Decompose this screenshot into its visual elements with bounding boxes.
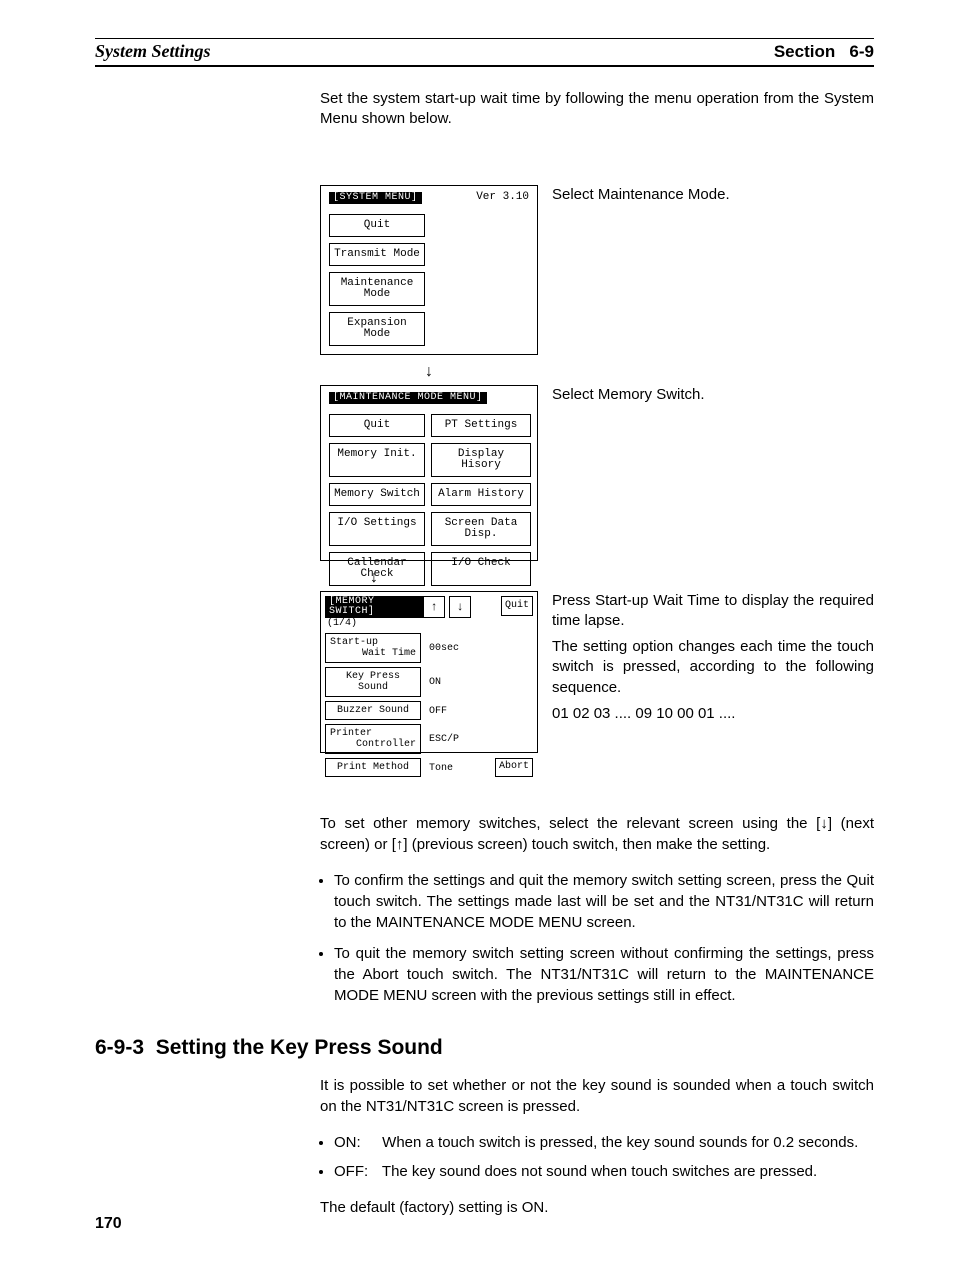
expansion-mode-button[interactable]: Expansion Mode: [329, 312, 425, 346]
on-item: ON: When a touch switch is pressed, the …: [334, 1132, 874, 1153]
print-method-button[interactable]: Print Method: [325, 758, 421, 777]
maintenance-menu-title: [MAINTENANCE MODE MENU]: [329, 392, 487, 404]
mm-pt-settings-button[interactable]: PT Settings: [431, 414, 531, 437]
flow-arrow-1: ↓: [320, 363, 538, 381]
intro-paragraph: Set the system start-up wait time by fol…: [320, 89, 874, 130]
maintenance-menu-panel: [MAINTENANCE MODE MENU] Quit PT Settings…: [320, 385, 538, 561]
mem-switch-nav-note: To set other memory switches, select the…: [320, 813, 874, 855]
buzzer-sound-button[interactable]: Buzzer Sound: [325, 701, 421, 720]
desc-c-p3: 01 02 03 .... 09 10 00 01 ....: [552, 704, 874, 724]
off-item: OFF: The key sound does not sound when t…: [334, 1161, 874, 1182]
desc-a: Select Maintenance Mode.: [552, 186, 730, 203]
startup-wait-time-value: 00sec: [421, 641, 459, 654]
transmit-mode-button[interactable]: Transmit Mode: [329, 243, 425, 266]
mm-quit-button[interactable]: Quit: [329, 414, 425, 437]
print-method-value: Tone: [421, 761, 453, 774]
buzzer-sound-value: OFF: [421, 704, 447, 717]
memory-switch-title: [MEMORY SWITCH]: [325, 596, 423, 618]
system-menu-title: [SYSTEM MENU]: [329, 192, 422, 204]
header-left: System Settings: [95, 41, 211, 62]
mm-alarm-history-button[interactable]: Alarm History: [431, 483, 531, 506]
system-menu-version: Ver 3.10: [476, 192, 529, 203]
abort-note: To quit the memory switch setting screen…: [334, 943, 874, 1006]
mm-screen-data-disp-button[interactable]: Screen Data Disp.: [431, 512, 531, 546]
ms-quit-button[interactable]: Quit: [501, 596, 533, 616]
sec-p1: It is possible to set whether or not the…: [320, 1075, 874, 1117]
page-down-button[interactable]: ↓: [449, 596, 471, 618]
confirm-note: To confirm the settings and quit the mem…: [334, 870, 874, 933]
startup-wait-time-button[interactable]: Start-upWait Time: [325, 633, 421, 663]
sec-p2: The default (factory) setting is ON.: [320, 1197, 874, 1218]
mm-io-settings-button[interactable]: I/O Settings: [329, 512, 425, 546]
mm-calendar-check-button[interactable]: Callendar Check: [329, 552, 425, 586]
section-heading: 6-9-3 Setting the Key Press Sound: [95, 1036, 874, 1060]
quit-button[interactable]: Quit: [329, 214, 425, 237]
memory-switch-panel: [MEMORY SWITCH] (1/4) ↑ ↓ Quit Start-upW…: [320, 591, 538, 753]
printer-controller-value: ESC/P: [421, 732, 459, 745]
desc-c-p1: Press Start-up Wait Time to display the …: [552, 591, 874, 632]
mm-memory-switch-button[interactable]: Memory Switch: [329, 483, 425, 506]
memory-switch-pager: (1/4): [325, 618, 357, 629]
ms-abort-button[interactable]: Abort: [495, 758, 533, 777]
header-right: Section 6-9: [774, 42, 874, 62]
mm-io-check-button[interactable]: I/O Check: [431, 552, 531, 586]
desc-c-p2: The setting option changes each time the…: [552, 637, 874, 698]
mm-display-history-button[interactable]: Display Hisory: [431, 443, 531, 477]
page-up-button[interactable]: ↑: [423, 596, 445, 618]
key-press-sound-value: ON: [421, 675, 441, 688]
desc-b: Select Memory Switch.: [552, 386, 705, 403]
maintenance-mode-button[interactable]: Maintenance Mode: [329, 272, 425, 306]
page-header: System Settings Section 6-9: [95, 39, 874, 65]
key-press-sound-button[interactable]: Key Press Sound: [325, 667, 421, 697]
mm-memory-init-button[interactable]: Memory Init.: [329, 443, 425, 477]
printer-controller-button[interactable]: PrinterController: [325, 724, 421, 754]
system-menu-panel: [SYSTEM MENU] Ver 3.10 Quit Transmit Mod…: [320, 185, 538, 355]
page-number: 170: [95, 1215, 122, 1233]
